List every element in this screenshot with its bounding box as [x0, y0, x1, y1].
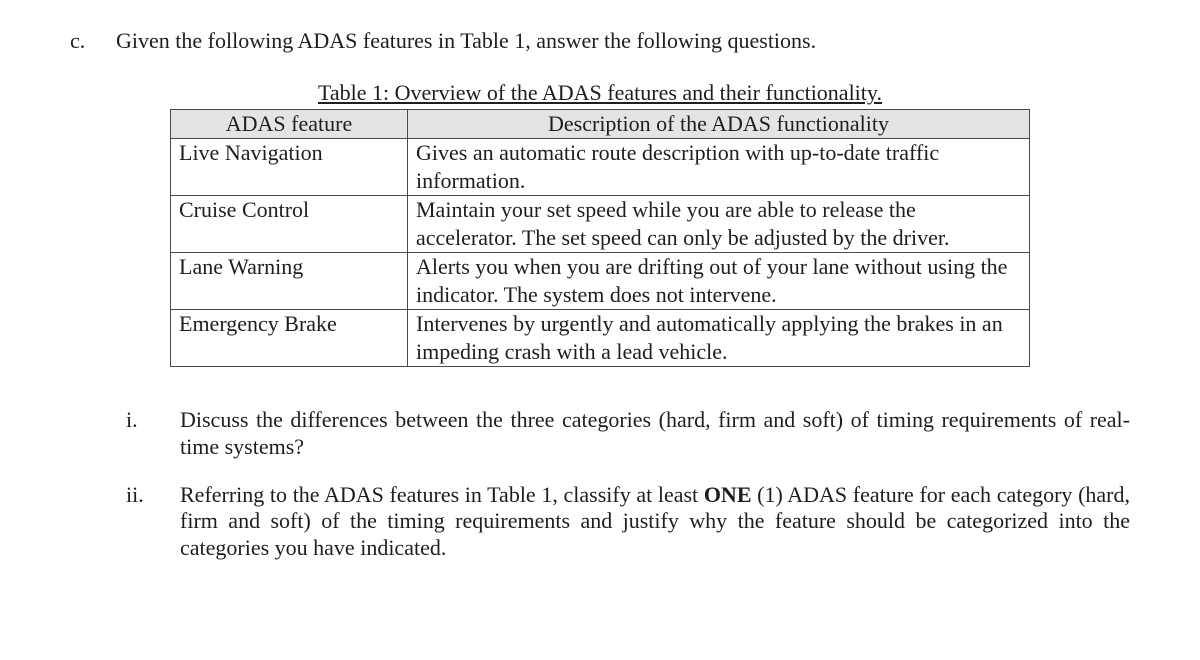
cell-description: Intervenes by urgently and automatically…: [408, 310, 1030, 367]
sub-text: Referring to the ADAS features in Table …: [180, 482, 1130, 561]
sub-marker: ii.: [126, 482, 180, 561]
table-row: Emergency Brake Intervenes by urgently a…: [171, 310, 1030, 367]
adas-table: ADAS feature Description of the ADAS fun…: [170, 109, 1030, 368]
col-header-feature: ADAS feature: [171, 109, 408, 139]
question-marker: c.: [70, 28, 116, 54]
sub-text-before: Referring to the ADAS features in Table …: [180, 482, 704, 507]
table-row: Cruise Control Maintain your set speed w…: [171, 196, 1030, 253]
cell-feature: Emergency Brake: [171, 310, 408, 367]
question-text: Given the following ADAS features in Tab…: [116, 28, 1130, 54]
sub-text: Discuss the differences between the thre…: [180, 407, 1130, 460]
cell-feature: Lane Warning: [171, 253, 408, 310]
subquestion-ii: ii. Referring to the ADAS features in Ta…: [126, 482, 1130, 561]
table-caption: Table 1: Overview of the ADAS features a…: [70, 80, 1130, 106]
cell-description: Alerts you when you are drifting out of …: [408, 253, 1030, 310]
table-row: Lane Warning Alerts you when you are dri…: [171, 253, 1030, 310]
cell-feature: Live Navigation: [171, 139, 408, 196]
question-c: c. Given the following ADAS features in …: [70, 28, 1130, 54]
subquestion-i: i. Discuss the differences between the t…: [126, 407, 1130, 460]
cell-feature: Cruise Control: [171, 196, 408, 253]
col-header-description: Description of the ADAS functionality: [408, 109, 1030, 139]
sub-marker: i.: [126, 407, 180, 460]
cell-description: Gives an automatic route description wit…: [408, 139, 1030, 196]
table-header-row: ADAS feature Description of the ADAS fun…: [171, 109, 1030, 139]
sub-text-bold: ONE: [704, 482, 752, 507]
cell-description: Maintain your set speed while you are ab…: [408, 196, 1030, 253]
table-row: Live Navigation Gives an automatic route…: [171, 139, 1030, 196]
